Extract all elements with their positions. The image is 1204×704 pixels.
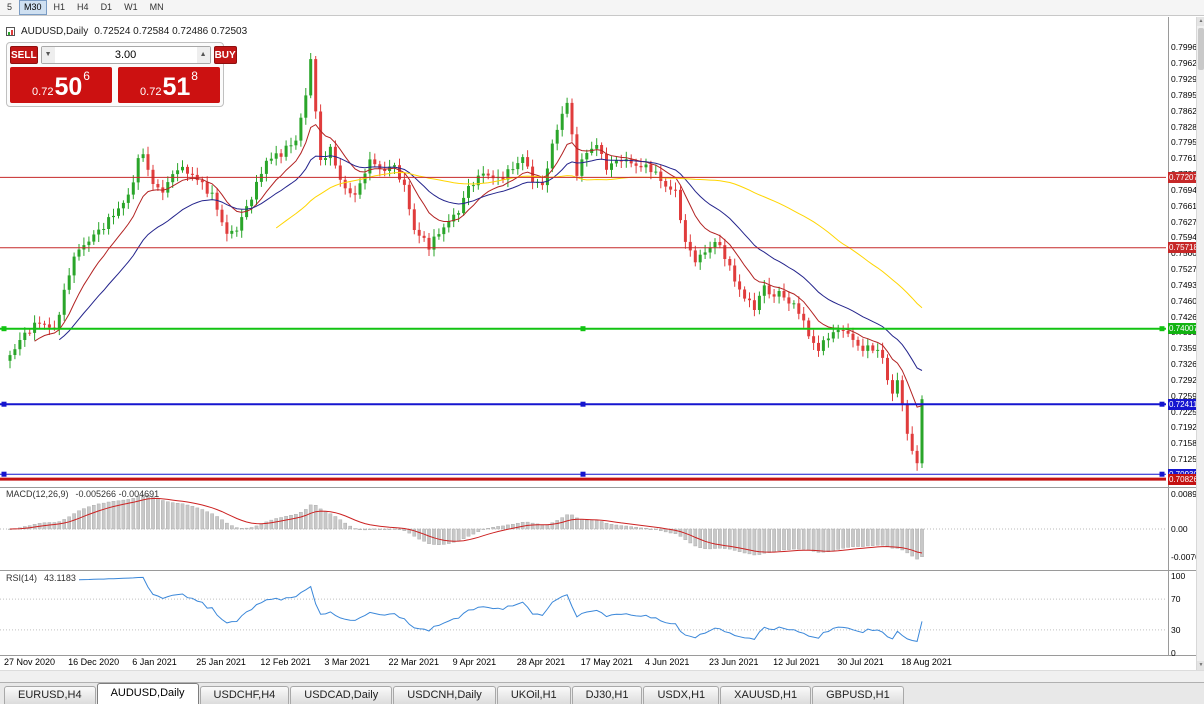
sell-price-prefix: 0.72 <box>32 86 54 98</box>
timeframe-button-5[interactable]: 5 <box>2 0 17 15</box>
timeframe-button-d1[interactable]: D1 <box>96 0 118 15</box>
bottom-strip <box>0 670 1204 682</box>
timeframe-button-m30[interactable]: M30 <box>19 0 47 15</box>
timeframe-button-mn[interactable]: MN <box>145 0 169 15</box>
chart-tab-eurusd-h4[interactable]: EURUSD,H4 <box>4 686 96 704</box>
buy-price-big: 51 <box>162 73 191 101</box>
one-click-trading-panel: SELL ▼ ▲ BUY 0.72 50 6 0.72 51 8 <box>6 42 237 107</box>
volume-control: ▼ ▲ <box>40 46 211 64</box>
chart-tab-gbpusd-h1[interactable]: GBPUSD,H1 <box>812 686 904 704</box>
chart-tab-dj30-h1[interactable]: DJ30,H1 <box>571 686 643 704</box>
chart-tab-usdx-h1[interactable]: USDX,H1 <box>643 686 720 704</box>
chart-tab-usdchf-h4[interactable]: USDCHF,H4 <box>199 686 290 704</box>
scroll-up-icon[interactable]: ▲ <box>1197 17 1204 26</box>
line-handle[interactable] <box>580 471 586 477</box>
chart-tab-usdcnh-daily[interactable]: USDCNH,Daily <box>393 686 496 704</box>
line-handle[interactable] <box>580 326 586 332</box>
chart-tab-audusd-daily[interactable]: AUDUSD,Daily <box>96 683 199 704</box>
chart-tab-ukoil-h1[interactable]: UKOil,H1 <box>496 686 571 704</box>
vertical-scrollbar[interactable]: ▲ ▼ <box>1196 17 1204 670</box>
sell-button[interactable]: SELL <box>10 46 38 64</box>
line-handle[interactable] <box>1 401 7 407</box>
buy-price-prefix: 0.72 <box>140 86 162 98</box>
line-handle[interactable] <box>1159 471 1165 477</box>
line-handle[interactable] <box>580 401 586 407</box>
sell-price-big: 50 <box>54 73 83 101</box>
buy-button[interactable]: BUY <box>213 46 237 64</box>
volume-input[interactable] <box>54 47 197 63</box>
buy-price-pipette: 8 <box>191 69 198 83</box>
timeframe-button-h1[interactable]: H1 <box>49 0 71 15</box>
buy-price-tile[interactable]: 0.72 51 8 <box>118 67 220 103</box>
volume-increase-icon[interactable]: ▲ <box>196 47 210 63</box>
chart-tab-usdcad-daily[interactable]: USDCAD,Daily <box>290 686 393 704</box>
timeframe-toolbar: 5 M30 H1 H4 D1 W1 MN <box>0 0 1204 16</box>
chart-tabs-bar: EURUSD,H4 AUDUSD,Daily USDCHF,H4 USDCAD,Dai… <box>0 682 1204 704</box>
volume-decrease-icon[interactable]: ▼ <box>41 47 55 63</box>
scrollbar-thumb[interactable] <box>1198 28 1204 70</box>
line-handle[interactable] <box>1 471 7 477</box>
scroll-down-icon[interactable]: ▼ <box>1197 661 1204 670</box>
line-handle[interactable] <box>1 326 7 332</box>
sell-price-pipette: 6 <box>83 69 90 83</box>
timeframe-button-w1[interactable]: W1 <box>119 0 143 15</box>
timeframe-button-h4[interactable]: H4 <box>72 0 94 15</box>
line-handle[interactable] <box>1159 326 1165 332</box>
line-handle[interactable] <box>1159 401 1165 407</box>
sell-price-tile[interactable]: 0.72 50 6 <box>10 67 112 103</box>
chart-tab-xauusd-h1[interactable]: XAUUSD,H1 <box>720 686 812 704</box>
